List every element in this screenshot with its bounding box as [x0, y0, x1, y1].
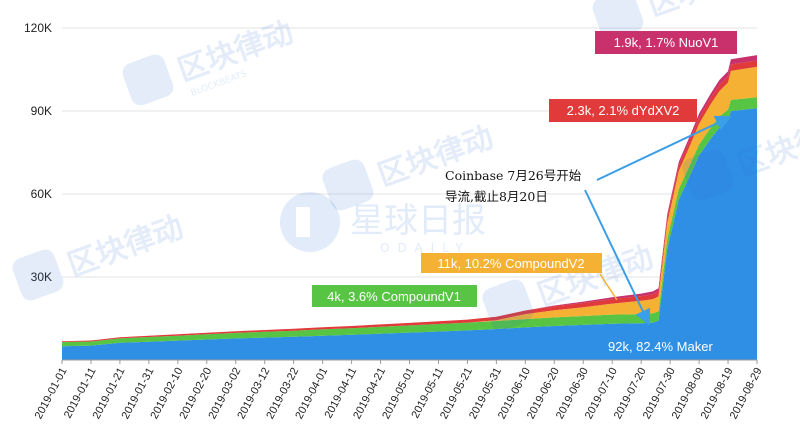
arrow-to-peak [596, 115, 732, 181]
callout-dydxv2-text: 2.3k, 2.1% dYdXV2 [567, 103, 680, 118]
coinbase-note-line1: Coinbase 7月26号开始 [445, 168, 582, 183]
watermark-brand2-sub: ODAILY [380, 241, 471, 255]
callout-compoundv1-text: 4k, 3.6% CompoundV1 [327, 289, 461, 304]
coinbase-note-line2: 导流,截止8月20日 [445, 189, 548, 204]
grid-lines [62, 27, 757, 278]
y-tick-label: 30K [31, 270, 52, 284]
watermark-center: 星球日报 ODAILY [280, 192, 486, 255]
coinbase-note: Coinbase 7月26号开始 导流,截止8月20日 [445, 168, 582, 204]
callout-compoundv2-text: 11k, 10.2% CompoundV2 [437, 256, 584, 271]
callout-dydxv2: 2.3k, 2.1% dYdXV2 [549, 99, 697, 122]
compoundv2-leader-line [599, 273, 618, 301]
callout-compoundv1: 4k, 3.6% CompoundV1 [312, 285, 477, 307]
watermark-brand1-text-4: 区块律动 [643, 0, 768, 24]
y-tick-label: 60K [31, 187, 52, 201]
watermark-brand1-text-2: 区块律动 [63, 210, 188, 284]
callout-nuov1: 1.9k, 1.7% NuoV1 [595, 31, 737, 54]
callout-compoundv2: 11k, 10.2% CompoundV2 [421, 253, 602, 273]
series-areas [62, 55, 757, 360]
arrow-to-start [584, 189, 651, 326]
y-axis-ticks: 30K 60K 90K 120K [24, 21, 52, 284]
y-tick-label: 90K [31, 104, 52, 118]
watermark-logo-1: 区块律动 BLOCKBEATS [122, 15, 298, 106]
area-maker [62, 108, 757, 360]
x-axis-ticks: 2019-01-012019-01-112019-01-212019-01-31… [33, 360, 765, 421]
callout-nuov1-text: 1.9k, 1.7% NuoV1 [614, 35, 719, 50]
y-tick-label: 120K [24, 21, 52, 35]
watermark-logo-2: 区块律动 [12, 210, 188, 301]
callout-maker-text: 92k, 82.4% Maker [608, 339, 713, 354]
watermark-brand2-text: 星球日报 [350, 201, 486, 241]
